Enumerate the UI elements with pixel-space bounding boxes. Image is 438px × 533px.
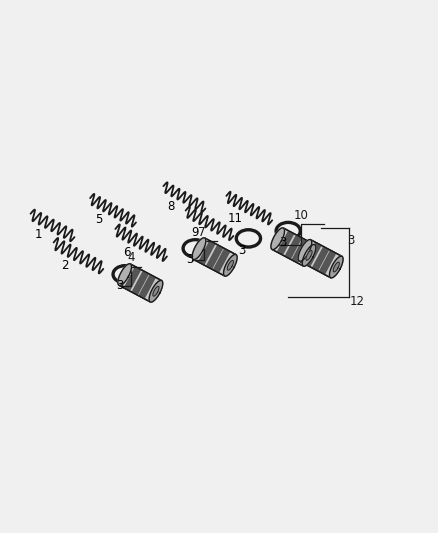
Text: 3: 3 — [279, 236, 286, 249]
Polygon shape — [118, 264, 131, 286]
Polygon shape — [119, 264, 162, 302]
Polygon shape — [304, 242, 321, 267]
Text: 12: 12 — [350, 295, 365, 309]
Text: 8: 8 — [167, 200, 174, 213]
Text: 3: 3 — [347, 234, 355, 247]
Text: 3: 3 — [239, 244, 246, 256]
Text: 2: 2 — [61, 259, 68, 272]
Text: 10: 10 — [294, 209, 309, 222]
Polygon shape — [131, 271, 149, 295]
Polygon shape — [312, 246, 329, 271]
Polygon shape — [291, 238, 309, 263]
Polygon shape — [149, 280, 163, 302]
Text: 11: 11 — [227, 212, 243, 224]
Text: 4: 4 — [127, 252, 134, 264]
Polygon shape — [213, 248, 230, 273]
Polygon shape — [227, 261, 233, 270]
Polygon shape — [198, 240, 215, 265]
Polygon shape — [329, 256, 343, 278]
Polygon shape — [272, 228, 315, 266]
Polygon shape — [153, 286, 159, 296]
Text: 6: 6 — [123, 246, 131, 259]
Polygon shape — [271, 228, 285, 249]
Polygon shape — [206, 245, 223, 269]
Polygon shape — [138, 274, 156, 299]
Polygon shape — [302, 245, 316, 266]
Text: 3: 3 — [186, 253, 193, 266]
Text: 1: 1 — [35, 228, 42, 241]
Polygon shape — [285, 235, 302, 260]
Polygon shape — [306, 251, 312, 260]
Polygon shape — [299, 240, 342, 278]
Text: 3: 3 — [116, 279, 123, 293]
Text: 9: 9 — [191, 227, 199, 239]
Polygon shape — [223, 254, 237, 276]
Polygon shape — [277, 230, 294, 255]
Polygon shape — [192, 238, 206, 260]
Polygon shape — [333, 262, 339, 272]
Polygon shape — [319, 250, 336, 274]
Polygon shape — [124, 266, 141, 291]
Polygon shape — [298, 239, 312, 261]
Text: 5: 5 — [95, 213, 102, 227]
Polygon shape — [193, 238, 236, 276]
Text: 7: 7 — [198, 227, 205, 239]
